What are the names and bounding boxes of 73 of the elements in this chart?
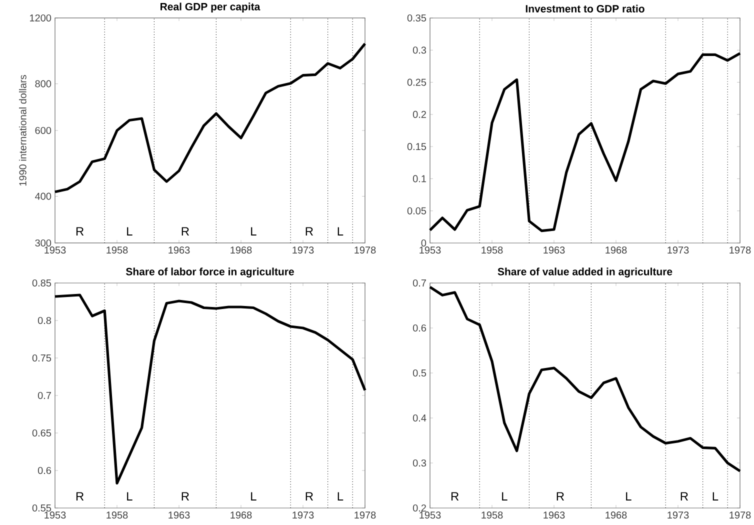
annotation: R xyxy=(76,492,84,500)
y-tick-label: 0.65 xyxy=(32,429,52,437)
annotation: R xyxy=(182,492,189,500)
y-tick-label: 0.7 xyxy=(38,392,51,400)
x-tick-label: 1958 xyxy=(106,512,128,519)
y-tick-label: 0.2 xyxy=(412,110,426,118)
annotation: R xyxy=(306,227,313,236)
y-tick-label: 0.75 xyxy=(32,354,52,362)
y-tick-label: 0.55 xyxy=(32,504,52,512)
x-tick-label: 1978 xyxy=(354,246,376,254)
y-tick-label: 0.25 xyxy=(407,78,426,86)
annotation: R xyxy=(306,492,313,500)
y-tick-label: 300 xyxy=(35,239,52,247)
y-tick-label: 1200 xyxy=(30,14,52,22)
y-tick-label: 0.15 xyxy=(407,143,426,150)
y-tick-label: 0.3 xyxy=(412,46,426,54)
annotation: R xyxy=(451,492,459,500)
annotation: R xyxy=(680,492,688,500)
y-tick-label: 600 xyxy=(35,126,52,134)
x-tick-label: 1968 xyxy=(230,512,252,519)
y-tick-label: 400 xyxy=(35,192,52,200)
chart-title: Investment to GDP ratio xyxy=(526,4,644,12)
annotation: L xyxy=(338,227,344,236)
y-tick-label: 0.8 xyxy=(38,316,52,324)
x-tick-label: 1963 xyxy=(544,246,565,254)
x-tick-label: 1958 xyxy=(482,512,503,519)
x-tick-label: 1963 xyxy=(544,512,565,519)
x-tick-label: 1953 xyxy=(44,512,66,519)
y-tick-label: 800 xyxy=(35,80,52,88)
annotation: L xyxy=(712,492,718,500)
y-tick-label: 0.4 xyxy=(412,414,426,422)
y-tick-label: 0 xyxy=(421,239,426,247)
annotation: L xyxy=(626,492,632,500)
y-tick-label: 0.3 xyxy=(412,459,426,467)
annotation: L xyxy=(251,227,256,236)
x-tick-label: 1958 xyxy=(482,246,503,254)
y-tick-label: 0.7 xyxy=(412,279,426,287)
annotation: R xyxy=(76,227,84,236)
y-tick-label: 0.6 xyxy=(38,466,52,474)
y-tick-label: 0.2 xyxy=(412,504,426,512)
x-tick-label: 1973 xyxy=(668,246,689,254)
x-tick-label: 1953 xyxy=(44,246,66,254)
x-tick-label: 1968 xyxy=(606,512,627,519)
y-tick-label: 0.85 xyxy=(32,279,52,287)
x-tick-label: 1973 xyxy=(292,512,314,519)
x-tick-label: 1963 xyxy=(168,246,190,254)
x-tick-label: 1953 xyxy=(420,512,441,519)
annotation: R xyxy=(182,227,189,236)
chart-title: Share of value added in agriculture xyxy=(498,268,672,278)
y-tick-label: 0.05 xyxy=(407,207,426,214)
annotation: R xyxy=(556,492,564,500)
y-tick-label: 0.6 xyxy=(412,324,426,332)
x-tick-label: 1978 xyxy=(730,246,751,254)
annotation: L xyxy=(251,492,256,500)
x-tick-label: 1968 xyxy=(606,246,627,254)
x-tick-label: 1953 xyxy=(420,246,441,254)
annotation: L xyxy=(338,492,344,500)
x-tick-label: 1973 xyxy=(292,246,314,254)
y-axis-title: 1990 international dollars xyxy=(19,75,26,186)
x-tick-label: 1973 xyxy=(668,512,689,519)
annotation: L xyxy=(127,227,132,236)
chart-title: Share of labor force in agriculture xyxy=(126,268,294,278)
x-tick-label: 1963 xyxy=(168,512,190,519)
y-tick-label: 0.5 xyxy=(412,369,426,377)
y-tick-label: 0.35 xyxy=(407,14,426,22)
x-tick-label: 1978 xyxy=(354,512,376,519)
chart-title: Real GDP per capita xyxy=(160,2,260,12)
x-tick-label: 1978 xyxy=(730,512,751,519)
x-tick-label: 1968 xyxy=(230,246,252,254)
annotation: L xyxy=(502,492,508,500)
annotation: L xyxy=(127,492,132,500)
x-tick-label: 1958 xyxy=(106,246,128,254)
y-tick-label: 0.1 xyxy=(412,175,426,182)
